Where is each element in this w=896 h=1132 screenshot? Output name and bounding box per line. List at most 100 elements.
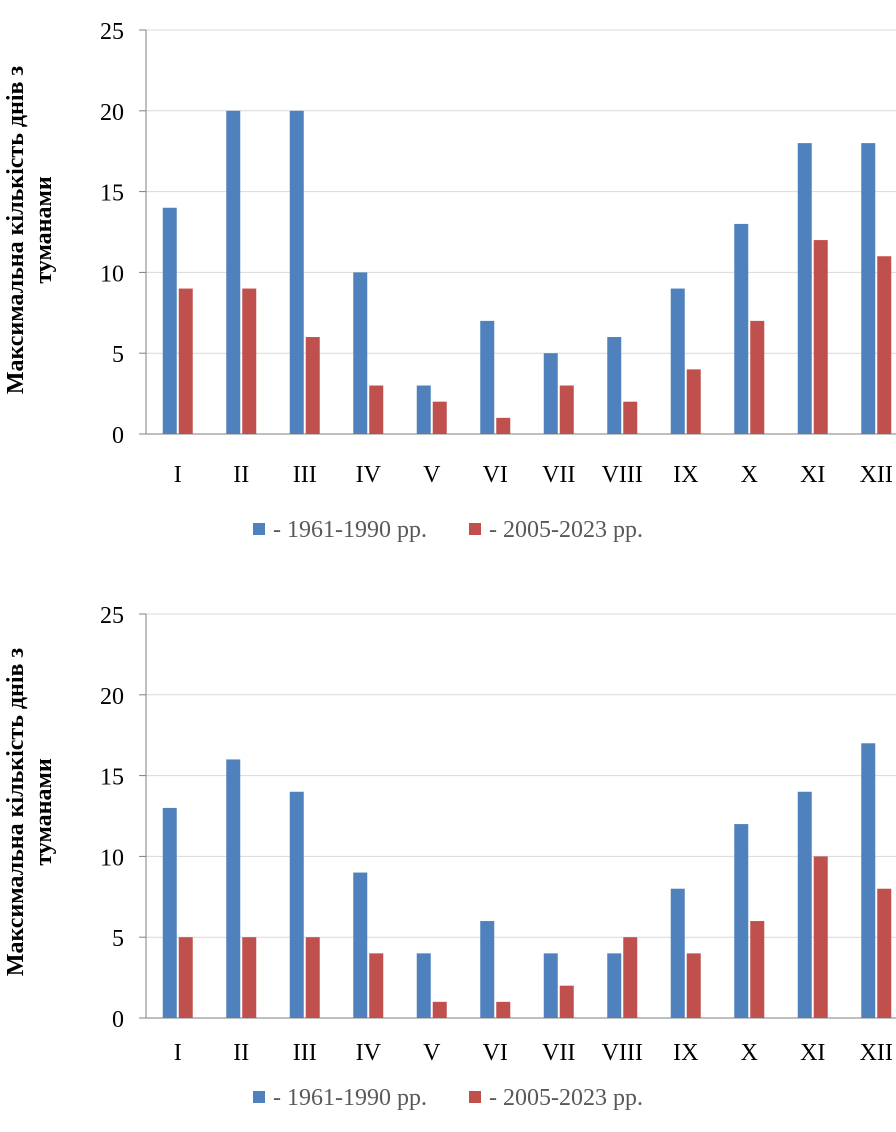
bar-series-2 — [432, 1001, 447, 1018]
legend: - 1961-1990 рр. - 2005-2023 рр. — [0, 1084, 896, 1112]
x-tick-label: X — [741, 1040, 758, 1066]
bar-series-2 — [559, 985, 574, 1018]
x-tick-label: V — [423, 1040, 441, 1066]
bar-series-1 — [797, 143, 812, 434]
bar-series-1 — [734, 824, 749, 1018]
x-tick-label: XI — [800, 462, 825, 488]
x-tick-label: III — [293, 462, 317, 488]
x-tick-label: IV — [356, 1040, 382, 1066]
bar-series-2 — [623, 401, 638, 434]
y-tick-label: 5 — [112, 926, 124, 952]
x-tick-label: I — [174, 462, 182, 488]
x-tick-label: VI — [483, 462, 508, 488]
bar-series-2 — [242, 937, 257, 1018]
x-tick-label: IV — [356, 462, 382, 488]
bar-series-1 — [353, 272, 368, 434]
bar-series-1 — [861, 143, 876, 434]
legend-label-series-2: - 2005-2023 рр. — [489, 1085, 643, 1112]
bar-series-1 — [162, 807, 177, 1018]
bar-series-2 — [305, 937, 320, 1018]
x-tick-label: VIII — [602, 462, 643, 488]
bar-series-2 — [623, 937, 638, 1018]
bar-series-2 — [877, 256, 892, 434]
y-tick-label: 10 — [100, 261, 124, 287]
legend-label-series-1: - 1961-1990 рр. — [273, 1085, 427, 1112]
x-tick-label: X — [741, 462, 758, 488]
x-tick-label: II — [233, 1040, 249, 1066]
x-tick-label: II — [233, 462, 249, 488]
bar-series-1 — [416, 385, 431, 434]
bar-series-1 — [607, 337, 622, 434]
bar-series-2 — [559, 385, 574, 434]
bar-series-1 — [607, 953, 622, 1018]
y-tick-label: 0 — [112, 423, 124, 449]
legend: - 1961-1990 рр. - 2005-2023 рр. — [0, 516, 896, 544]
legend-item-series-1: - 1961-1990 рр. — [253, 1084, 427, 1112]
bar-series-1 — [226, 759, 241, 1018]
legend-label-series-2: - 2005-2023 рр. — [489, 517, 643, 544]
legend-item-series-2: - 2005-2023 рр. — [469, 516, 643, 544]
bar-series-1 — [416, 953, 431, 1018]
bar-series-1 — [861, 743, 876, 1018]
y-tick-label: 25 — [100, 603, 124, 629]
x-tick-label: XI — [800, 1040, 825, 1066]
bar-series-2 — [369, 953, 384, 1018]
legend-swatch-series-2 — [469, 1090, 481, 1103]
bar-series-1 — [670, 288, 685, 434]
bar-series-1 — [734, 223, 749, 434]
bar-series-2 — [750, 921, 765, 1018]
bar-series-1 — [226, 110, 241, 435]
x-tick-label: IX — [673, 462, 698, 488]
bar-series-2 — [813, 856, 828, 1018]
y-tick-label: 0 — [112, 1007, 124, 1033]
bar-series-2 — [369, 385, 384, 434]
bar-series-1 — [670, 888, 685, 1018]
bar-series-2 — [496, 1001, 511, 1018]
bar-series-1 — [289, 791, 304, 1018]
x-tick-label: XII — [860, 462, 893, 488]
y-tick-label: 15 — [100, 181, 124, 207]
bar-series-2 — [242, 288, 257, 434]
bar-series-2 — [178, 937, 193, 1018]
bar-series-2 — [432, 401, 447, 434]
y-tick-label: 15 — [100, 765, 124, 791]
bar-series-2 — [750, 320, 765, 434]
bar-series-1 — [543, 353, 558, 434]
y-tick-label: 20 — [100, 100, 124, 126]
x-tick-label: I — [174, 1040, 182, 1066]
bar-series-1 — [353, 872, 368, 1018]
bar-series-2 — [686, 953, 701, 1018]
legend-swatch-series-2 — [469, 522, 481, 535]
bar-series-2 — [877, 888, 892, 1018]
x-tick-label: III — [293, 1040, 317, 1066]
bar-series-2 — [305, 337, 320, 434]
y-tick-label: 25 — [100, 19, 124, 45]
legend-swatch-series-1 — [253, 1090, 266, 1103]
bar-series-2 — [686, 369, 701, 434]
bar-series-1 — [289, 110, 304, 435]
legend-item-series-2: - 2005-2023 рр. — [469, 1084, 643, 1112]
x-tick-label: IX — [673, 1040, 698, 1066]
y-tick-label: 5 — [112, 342, 124, 368]
bar-series-1 — [797, 791, 812, 1018]
legend-item-series-1: - 1961-1990 рр. — [253, 516, 427, 544]
bar-series-2 — [813, 240, 828, 434]
x-tick-label: V — [423, 462, 441, 488]
x-tick-label: VI — [483, 1040, 508, 1066]
y-tick-label: 10 — [100, 845, 124, 871]
legend-label-series-1: - 1961-1990 рр. — [273, 517, 427, 544]
legend-swatch-series-1 — [253, 522, 266, 535]
x-tick-label: VII — [542, 1040, 575, 1066]
bar-series-1 — [162, 207, 177, 434]
bar-series-2 — [178, 288, 193, 434]
x-tick-label: XII — [860, 1040, 893, 1066]
bar-series-1 — [480, 320, 495, 434]
bar-series-1 — [543, 953, 558, 1018]
bar-series-2 — [496, 417, 511, 434]
x-tick-label: VIII — [602, 1040, 643, 1066]
x-tick-label: VII — [542, 462, 575, 488]
